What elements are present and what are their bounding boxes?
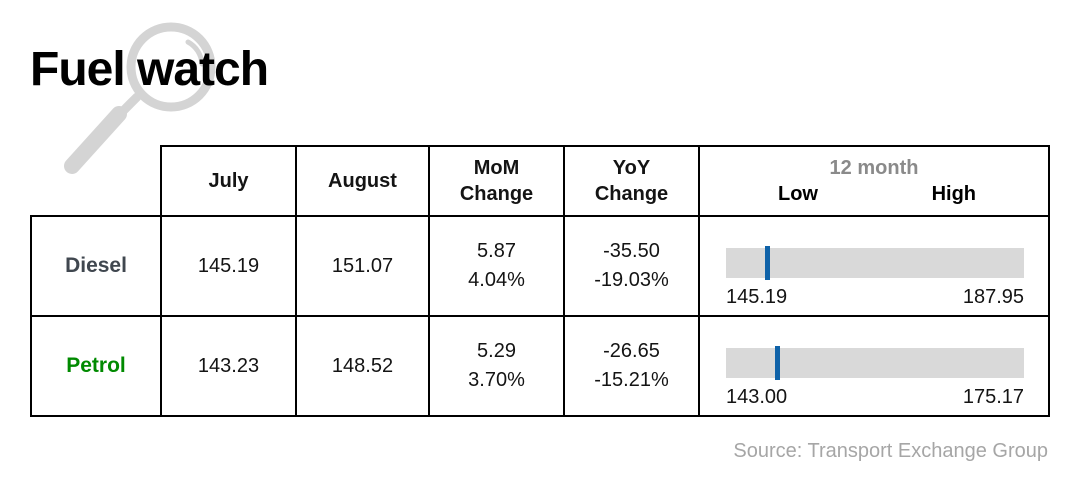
diesel-12m-low: 145.19 xyxy=(726,286,788,308)
page-title: Fuel watch xyxy=(30,43,269,96)
cell-petrol-august: 148.52 xyxy=(295,315,430,417)
cell-petrol-july: 143.23 xyxy=(160,315,297,417)
cell-petrol-12-month-range: 143.00 175.17 xyxy=(698,315,1050,417)
source-attribution: Source: Transport Exchange Group xyxy=(733,440,1048,462)
range-bar-petrol xyxy=(726,346,1024,380)
column-header-july: July xyxy=(160,145,297,217)
cell-diesel-yoy-change: -35.50 -19.03% xyxy=(563,215,700,317)
price-marker-petrol xyxy=(775,346,781,380)
high-label: High xyxy=(931,183,976,205)
table-row-petrol: Petrol 143.23 148.52 5.29 3.70% -26.65 -… xyxy=(30,315,1050,417)
12-month-label: 12 month xyxy=(829,157,919,179)
column-header-august: August xyxy=(295,145,430,217)
petrol-12m-high: 175.17 xyxy=(962,386,1024,408)
diesel-yoy-value: -35.50 xyxy=(603,240,660,262)
petrol-mom-pct: 3.70% xyxy=(468,369,525,391)
fuel-prices-table: July August MoM Change YoY Change 12 mon… xyxy=(30,145,1050,417)
diesel-yoy-pct: -19.03% xyxy=(594,269,669,291)
cell-diesel-mom-change: 5.87 4.04% xyxy=(428,215,565,317)
range-bar-diesel xyxy=(726,246,1024,280)
petrol-yoy-pct: -15.21% xyxy=(594,369,669,391)
petrol-12m-low: 143.00 xyxy=(726,386,788,408)
price-marker-diesel xyxy=(764,246,770,280)
row-label-diesel: Diesel xyxy=(30,215,162,317)
corner-cell xyxy=(31,146,161,216)
cell-diesel-july: 145.19 xyxy=(160,215,297,317)
diesel-mom-value: 5.87 xyxy=(477,240,516,262)
header-row: July August MoM Change YoY Change 12 mon… xyxy=(31,145,1050,217)
low-label: Low xyxy=(778,183,818,205)
diesel-12m-high: 187.95 xyxy=(962,286,1024,308)
column-header-mom-change: MoM Change xyxy=(428,145,565,217)
cell-petrol-mom-change: 5.29 3.70% xyxy=(428,315,565,417)
petrol-mom-value: 5.29 xyxy=(477,340,516,362)
table-row-diesel: Diesel 145.19 151.07 5.87 4.04% -35.50 -… xyxy=(30,215,1050,317)
column-header-yoy-change: YoY Change xyxy=(563,145,700,217)
cell-petrol-yoy-change: -26.65 -15.21% xyxy=(563,315,700,417)
column-header-12-month: 12 month Low High xyxy=(698,145,1050,217)
magnifying-glass-icon xyxy=(64,22,216,174)
row-label-petrol: Petrol xyxy=(30,315,162,417)
diesel-mom-pct: 4.04% xyxy=(468,269,525,291)
cell-diesel-august: 151.07 xyxy=(295,215,430,317)
cell-diesel-12-month-range: 145.19 187.95 xyxy=(698,215,1050,317)
petrol-yoy-value: -26.65 xyxy=(603,340,660,362)
